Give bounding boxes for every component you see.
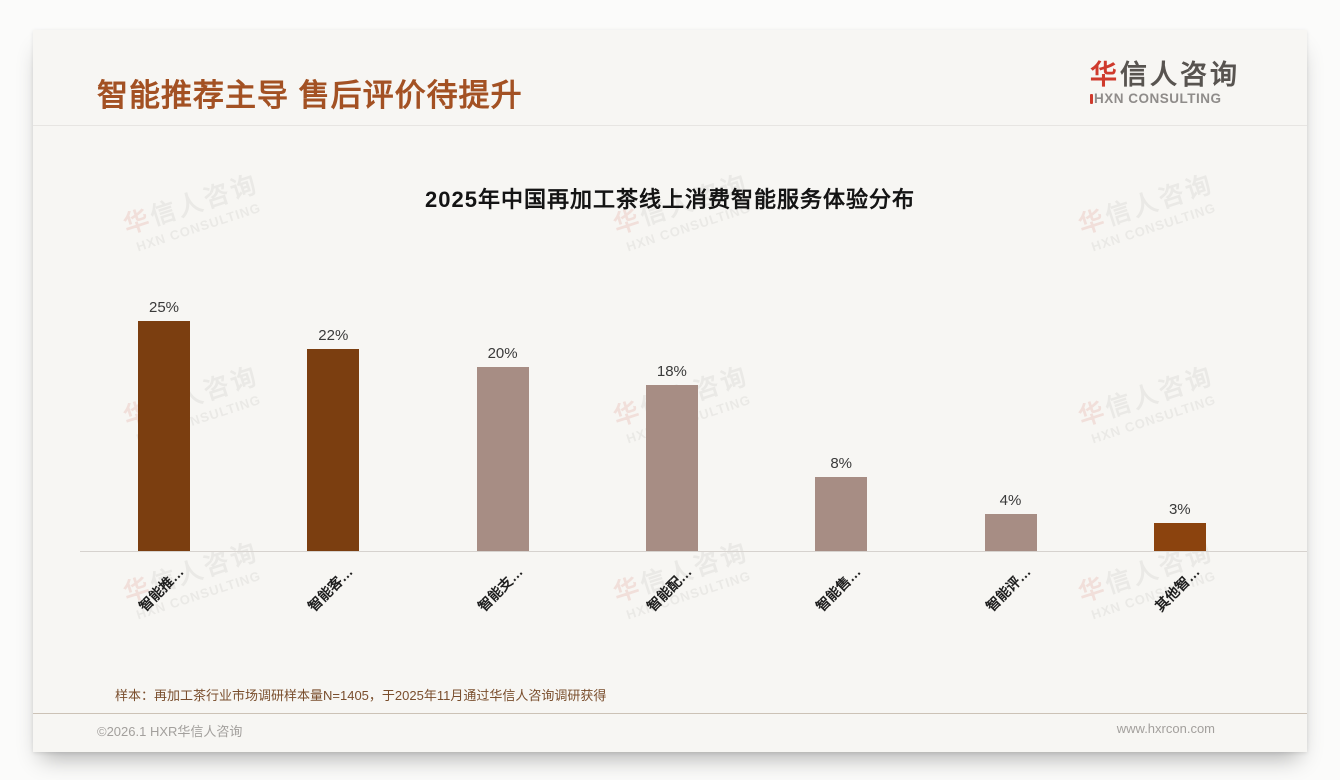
bar-category-label: 智能评… bbox=[982, 563, 1034, 615]
bar bbox=[815, 477, 868, 551]
slide-card: 华信人咨询 HXN CONSULTING 华信人咨询 HXN CONSULTING 华信… bbox=[33, 30, 1307, 752]
bar-category-label: 其他智… bbox=[1151, 563, 1203, 615]
bar-value-label: 3% bbox=[1168, 501, 1191, 518]
bar bbox=[984, 514, 1037, 551]
footer-copyright: ©2026.1 HXR华信人咨询 bbox=[97, 724, 243, 739]
bar-category-label: 智能推… bbox=[135, 563, 187, 615]
company-logo: 华信人咨询 HXN CONSULTING bbox=[1090, 60, 1240, 106]
sample-footnote: 样本：再加工茶行业市场调研样本量N=1405，于2025年11月通过华信人咨询调… bbox=[115, 688, 607, 703]
bar-category-label: 智能支… bbox=[474, 563, 526, 615]
x-tick: 智能评… bbox=[982, 562, 1077, 614]
bar bbox=[307, 349, 360, 551]
bar bbox=[476, 367, 529, 551]
bar-value-label: 18% bbox=[656, 363, 687, 380]
bar bbox=[138, 321, 190, 551]
page-title: 智能推荐主导 售后评价待提升 bbox=[97, 78, 523, 113]
bar-value-label: 4% bbox=[999, 492, 1022, 509]
x-tick: 智能配… bbox=[644, 562, 738, 614]
bar-value-label: 8% bbox=[830, 455, 853, 472]
chart-title: 2025年中国再加工茶线上消费智能服务体验分布 bbox=[425, 187, 915, 212]
bar-category-label: 智能配… bbox=[643, 563, 695, 615]
footer-divider bbox=[33, 713, 1307, 714]
bar-value-label: 22% bbox=[318, 327, 349, 344]
x-tick: 智能支… bbox=[474, 562, 569, 614]
bar-value-label: 25% bbox=[148, 299, 180, 316]
x-axis-line bbox=[80, 551, 1307, 552]
bar-plot: 25% 智能推… 22% 智能客… 20% 智能支… 18% 智能配… 8% 智能售… 4% 智能评…… bbox=[33, 30, 1307, 752]
bar-category-label: 智能客… bbox=[305, 563, 357, 615]
logo-name: 华信人咨询 bbox=[1090, 60, 1240, 91]
bar bbox=[1153, 523, 1206, 551]
x-tick: 智能推… bbox=[136, 562, 230, 614]
header-divider bbox=[33, 125, 1307, 126]
x-tick: 智能售… bbox=[813, 562, 907, 614]
logo-subtitle: HXN CONSULTING bbox=[1090, 91, 1240, 106]
logo-name-rest: 信人咨询 bbox=[1120, 60, 1240, 90]
x-tick: 其他智… bbox=[1152, 562, 1246, 614]
x-tick: 智能客… bbox=[305, 562, 399, 614]
logo-name-accent: 华 bbox=[1090, 60, 1120, 90]
logo-h-accent-icon bbox=[1090, 93, 1093, 104]
bar-value-label: 20% bbox=[487, 345, 518, 362]
footer-website: www.hxrcon.com bbox=[1116, 721, 1215, 736]
bar-category-label: 智能售… bbox=[813, 563, 864, 615]
bar bbox=[645, 385, 698, 551]
